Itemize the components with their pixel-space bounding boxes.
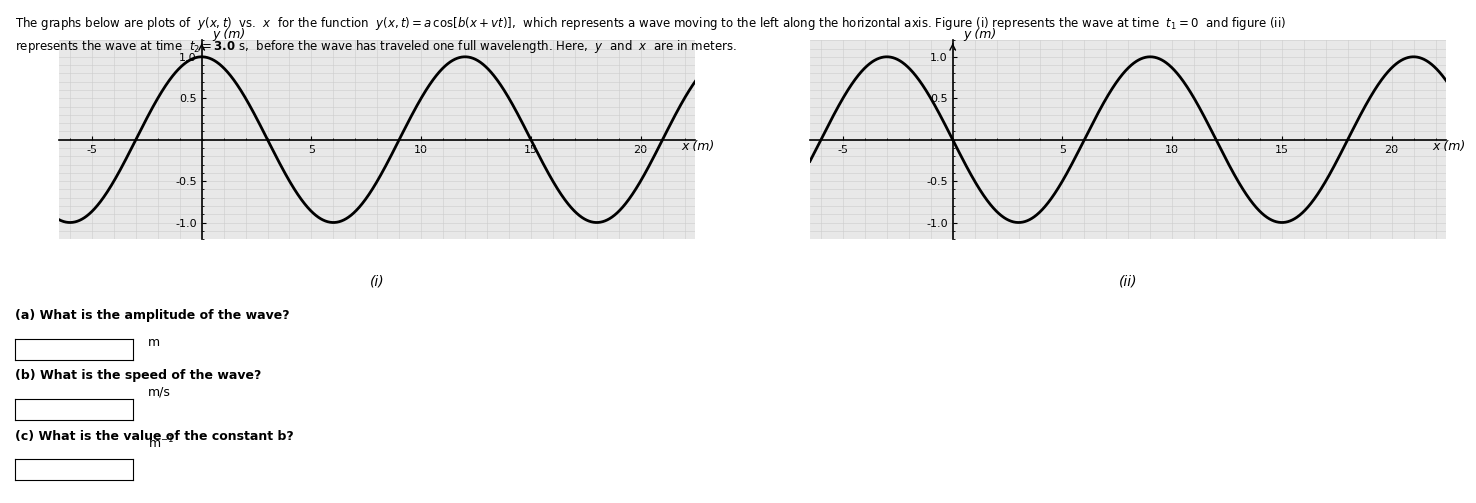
- Text: m$^{-1}$: m$^{-1}$: [148, 434, 174, 451]
- Text: y (m): y (m): [213, 28, 246, 41]
- Text: x (m): x (m): [680, 140, 714, 153]
- Text: x (m): x (m): [1432, 140, 1466, 153]
- Text: m/s: m/s: [148, 386, 170, 399]
- Text: (i): (i): [370, 275, 385, 289]
- Text: y (m): y (m): [964, 28, 996, 41]
- Text: (b) What is the speed of the wave?: (b) What is the speed of the wave?: [15, 369, 261, 382]
- Text: The graphs below are plots of  $y(x, t)$  vs.  $x$  for the function  $y(x, t) =: The graphs below are plots of $y(x, t)$ …: [15, 15, 1286, 32]
- Text: represents the wave at time  $t_2 = \mathbf{3.0}\ \mathrm{s}$,  before the wave : represents the wave at time $t_2 = \math…: [15, 38, 737, 55]
- Text: (a) What is the amplitude of the wave?: (a) What is the amplitude of the wave?: [15, 309, 289, 322]
- Text: (ii): (ii): [1119, 275, 1138, 289]
- Text: (c) What is the value of the constant b?: (c) What is the value of the constant b?: [15, 430, 294, 443]
- Text: m: m: [148, 336, 159, 349]
